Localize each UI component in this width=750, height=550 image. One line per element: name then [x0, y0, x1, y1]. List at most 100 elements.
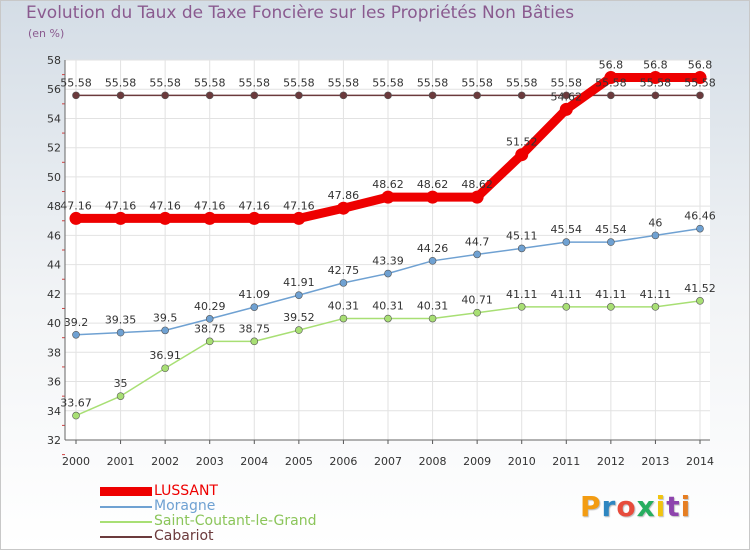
data-point — [473, 250, 481, 259]
legend-swatch-cabariot — [100, 536, 152, 538]
x-tick-label: 2014 — [686, 455, 714, 468]
data-label: 41.52 — [684, 282, 716, 295]
data-point — [114, 211, 128, 225]
data-point — [381, 190, 395, 204]
data-label: 55.58 — [239, 76, 271, 89]
data-label: 55.58 — [595, 76, 627, 89]
data-point — [428, 257, 437, 265]
data-point — [339, 91, 348, 100]
data-label: 47.16 — [60, 199, 92, 212]
data-label: 39.52 — [283, 311, 315, 324]
y-tick-label: 46 — [47, 229, 61, 242]
data-label: 55.58 — [328, 76, 360, 89]
chart-title: Evolution du Taux de Taxe Foncière sur l… — [26, 3, 575, 23]
data-label: 41.11 — [595, 288, 627, 301]
x-tick-label: 2012 — [597, 455, 625, 468]
data-label: 56.8 — [599, 59, 624, 72]
data-point — [205, 315, 214, 323]
y-tick-label: 48 — [47, 200, 61, 213]
y-tick-label: 38 — [47, 346, 61, 359]
data-label: 48.62 — [461, 178, 493, 191]
logo-letter: i — [680, 490, 692, 523]
data-point — [205, 91, 214, 100]
data-label: 41.91 — [283, 276, 315, 289]
data-label: 40.31 — [417, 300, 449, 313]
data-label: 47.16 — [105, 199, 137, 212]
data-label: 55.58 — [506, 76, 538, 89]
data-point — [428, 314, 437, 323]
data-label: 46.46 — [684, 210, 716, 223]
data-label: 55.58 — [684, 76, 716, 89]
data-label: 48.62 — [372, 178, 404, 191]
data-label: 39.5 — [153, 311, 178, 324]
data-point — [651, 91, 660, 100]
legend-swatch-lussant — [100, 487, 152, 496]
data-label: 41.09 — [239, 288, 271, 301]
data-point — [203, 211, 217, 225]
data-label: 39.2 — [64, 316, 89, 329]
data-point — [648, 71, 662, 85]
data-point — [72, 411, 80, 420]
data-point — [295, 326, 303, 334]
logo-letter: r — [601, 490, 617, 523]
legend-label: Saint-Coutant-le-Grand — [154, 513, 317, 529]
logo-letter: o — [616, 490, 637, 523]
data-label: 39.35 — [105, 314, 137, 327]
data-point — [559, 102, 573, 116]
data-point — [696, 224, 704, 233]
data-label: 42.75 — [328, 264, 360, 277]
data-point — [336, 201, 350, 215]
data-point — [696, 91, 704, 100]
data-label: 47.86 — [328, 189, 360, 202]
x-tick-label: 2008 — [419, 455, 447, 468]
x-tick-label: 2013 — [641, 455, 669, 468]
data-point — [651, 231, 660, 240]
data-point — [250, 337, 259, 346]
data-point — [339, 314, 348, 323]
data-point — [428, 91, 437, 100]
y-tick-label: 58 — [47, 54, 61, 67]
data-point — [473, 308, 481, 317]
data-point — [562, 238, 571, 246]
x-tick-label: 2000 — [62, 455, 90, 468]
data-label: 44.26 — [417, 242, 449, 255]
logo-letter: P — [580, 490, 602, 523]
y-tick-label: 52 — [47, 142, 61, 155]
legend-swatch-moragne — [100, 506, 152, 508]
data-label: 40.31 — [328, 300, 360, 313]
data-point — [562, 303, 571, 311]
data-point — [161, 91, 169, 100]
data-label: 47.16 — [239, 199, 271, 212]
data-label: 35 — [114, 377, 128, 390]
data-point — [161, 364, 169, 373]
data-point — [426, 190, 440, 204]
data-point — [205, 337, 214, 346]
data-point — [651, 303, 660, 311]
data-label: 36.91 — [149, 349, 181, 362]
data-point — [384, 91, 392, 100]
y-tick-label: 40 — [47, 317, 61, 330]
data-point — [250, 303, 259, 311]
y-tick-label: 34 — [47, 405, 61, 418]
x-tick-label: 2002 — [151, 455, 179, 468]
data-label: 40.29 — [194, 300, 226, 313]
logo-letter: t — [666, 490, 681, 523]
proxiti-logo: Proxiti — [580, 490, 691, 523]
x-tick-label: 2009 — [463, 455, 491, 468]
x-tick-label: 2003 — [196, 455, 224, 468]
data-point — [158, 211, 172, 225]
data-point — [562, 91, 571, 100]
data-point — [116, 328, 125, 337]
data-point — [607, 238, 615, 246]
data-point — [693, 71, 707, 85]
data-point — [339, 279, 348, 287]
data-label: 41.11 — [640, 288, 672, 301]
data-point — [607, 91, 615, 100]
data-point — [69, 211, 83, 225]
data-label: 55.58 — [283, 76, 315, 89]
y-tick-label: 32 — [47, 434, 61, 447]
data-label: 55.58 — [149, 76, 181, 89]
data-point — [607, 303, 615, 311]
data-label: 43.39 — [372, 255, 404, 268]
